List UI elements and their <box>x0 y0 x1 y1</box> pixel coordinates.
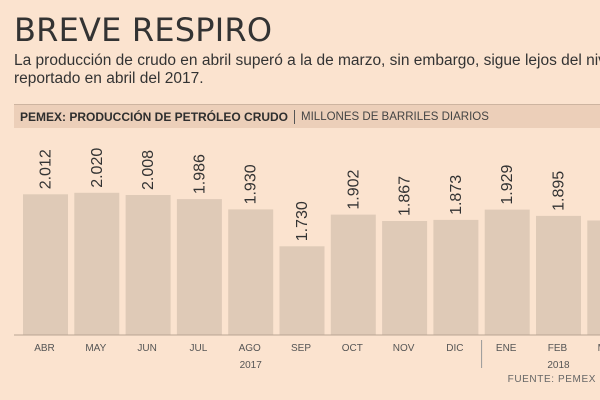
x-tick-abr: ABR <box>34 343 55 354</box>
value-label-sep: 1.730 <box>294 201 311 241</box>
bar-abr <box>23 194 68 335</box>
x-tick-jul: JUL <box>190 343 208 354</box>
value-label-jun: 2.008 <box>140 150 157 190</box>
bar-oct <box>330 214 376 335</box>
bar-jun <box>125 195 171 335</box>
value-label-abr: 2.012 <box>38 149 55 189</box>
x-tick-jun: JUN <box>137 343 156 354</box>
x-tick-ago: AGO <box>239 343 261 354</box>
bar-ago <box>228 209 274 335</box>
bar-may <box>74 192 120 335</box>
x-tick-mar: MAR <box>598 343 600 354</box>
value-label-may: 2.020 <box>89 148 106 188</box>
x-tick-feb: FEB <box>548 343 568 354</box>
bars-layer: 2.012 2.020 2.008 1.986 1.930 1.730 1.902 1.867… <box>23 148 600 335</box>
bar-ene <box>484 209 530 335</box>
value-label-nov: 1.867 <box>397 176 414 216</box>
bar-dic <box>433 219 479 335</box>
header-separator <box>294 109 296 124</box>
source-note: FUENTE: PEMEX <box>507 374 596 385</box>
value-label-oct: 1.902 <box>345 169 362 209</box>
bar-jul <box>176 199 222 335</box>
x-tick-sep: SEP <box>291 343 311 354</box>
chart-header-title: PEMEX: PRODUCCIÓN DE PETRÓLEO CRUDO <box>20 109 289 124</box>
chart-header-bar: PEMEX: PRODUCCIÓN DE PETRÓLEO CRUDO MILL… <box>14 104 600 128</box>
chart-unit-label: MILLONES DE BARRILES DIARIOS <box>301 110 489 123</box>
ticks-layer: ABR MAY JUN JUL AGO SEP OCT NOV DIC ENE FEB MAR 2017… <box>34 340 600 371</box>
bar-nov <box>382 221 428 335</box>
x-tick-dic: DIC <box>446 343 463 354</box>
chart-title: BREVE RESPIRO <box>14 11 273 49</box>
year-label-2018: 2018 <box>547 360 570 371</box>
x-tick-nov: NOV <box>393 343 415 354</box>
x-tick-oct: OCT <box>342 343 363 354</box>
chart-subtitle: La producción de crudo en abril superó a… <box>14 52 600 87</box>
x-tick-may: MAY <box>85 343 106 354</box>
x-tick-ene: ENE <box>496 343 517 354</box>
bar-feb <box>536 215 581 335</box>
value-label-ene: 1.929 <box>499 164 516 204</box>
bar-mar <box>587 220 600 335</box>
year-label-2017: 2017 <box>240 360 263 371</box>
bar-sep <box>279 246 325 335</box>
value-label-ago: 1.930 <box>243 164 260 204</box>
value-label-dic: 1.873 <box>448 175 465 215</box>
value-label-feb: 1.895 <box>551 171 568 211</box>
value-label-jul: 1.986 <box>191 154 208 194</box>
